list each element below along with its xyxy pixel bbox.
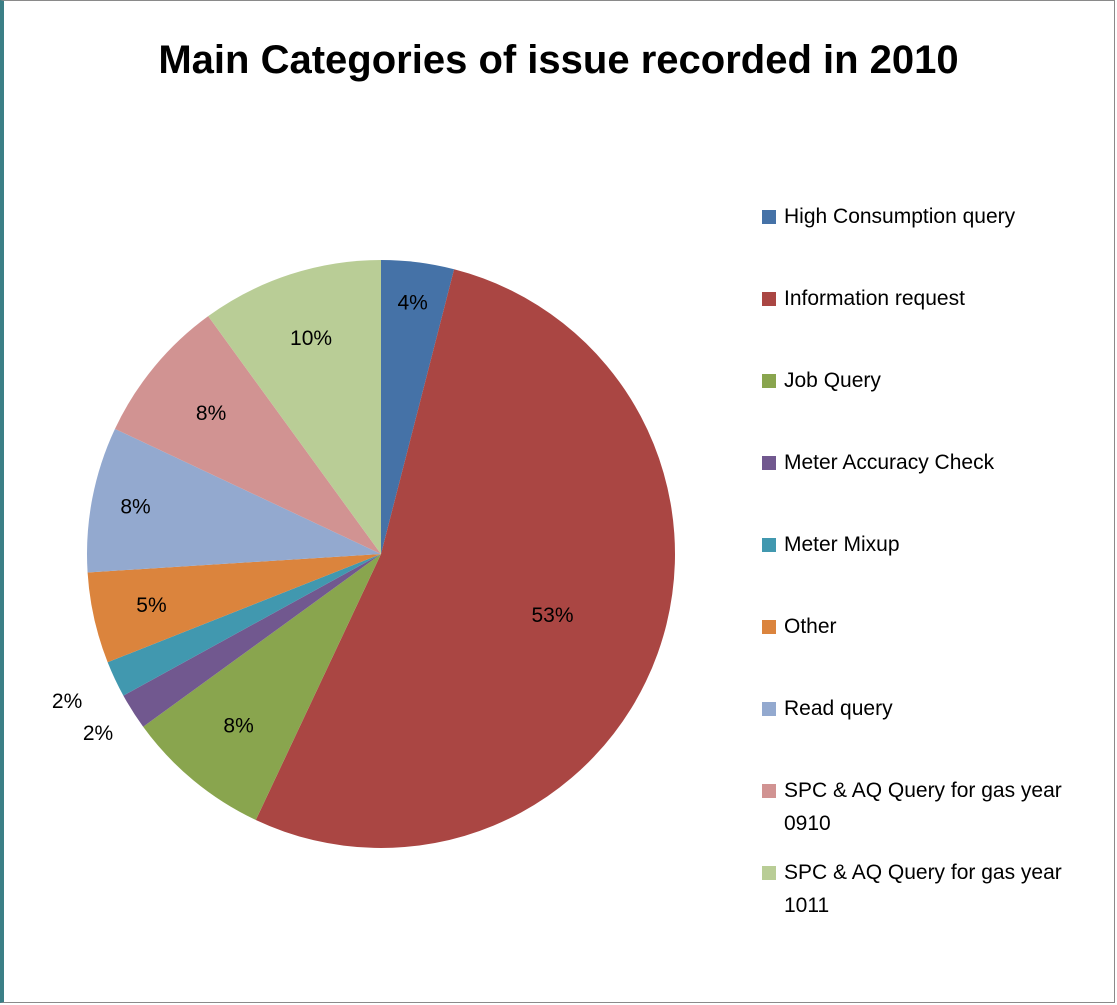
legend-label: High Consumption query	[784, 205, 1016, 228]
legend-swatch	[762, 292, 776, 306]
slice-label-spc-aq-query-for-gas-year-1011: 10%	[290, 327, 332, 350]
slice-label-read-query: 8%	[120, 496, 150, 519]
legend-label: Job Query	[784, 369, 881, 392]
slice-label-meter-mixup: 2%	[52, 690, 82, 713]
pie-slice-other	[87, 554, 381, 663]
pie-slice-information-request	[255, 269, 675, 848]
legend-swatch	[762, 456, 776, 470]
slice-label-meter-accuracy-check: 2%	[83, 722, 113, 745]
pie-slice-high-consumption-query	[381, 260, 455, 554]
legend-label: Meter Mixup	[784, 533, 900, 556]
pie-slice-read-query	[86, 428, 381, 573]
legend-label: SPC & AQ Query for gas year 0910	[784, 779, 1062, 835]
legend-swatch	[762, 620, 776, 634]
pie-slice-spc-aq-query-for-gas-year-1011	[208, 260, 381, 554]
legend-label: SPC & AQ Query for gas year 1011	[784, 861, 1062, 917]
legend-label: Information request	[784, 287, 965, 310]
slice-label-job-query: 8%	[223, 715, 253, 738]
slice-label-other: 5%	[136, 594, 166, 617]
slice-label-high-consumption-query: 4%	[398, 292, 428, 315]
legend-label: Meter Accuracy Check	[784, 451, 995, 474]
legend-swatch	[762, 374, 776, 388]
pie-slice-meter-accuracy-check	[123, 554, 381, 727]
slice-label-spc-aq-query-for-gas-year-0910: 8%	[196, 402, 226, 425]
legend-swatch	[762, 210, 776, 224]
legend-swatch	[762, 866, 776, 880]
legend-swatch	[762, 538, 776, 552]
pie-slice-spc-aq-query-for-gas-year-0910	[114, 316, 382, 554]
pie-slice-meter-mixup	[107, 554, 381, 696]
legend-swatch	[762, 702, 776, 716]
legend-label: Other	[784, 615, 837, 638]
legend-label: Read query	[784, 697, 893, 720]
pie-slice-job-query	[143, 554, 381, 821]
legend-swatch	[762, 784, 776, 798]
slice-label-information-request: 53%	[531, 604, 573, 627]
chart-title: Main Categories of issue recorded in 201…	[158, 38, 959, 82]
